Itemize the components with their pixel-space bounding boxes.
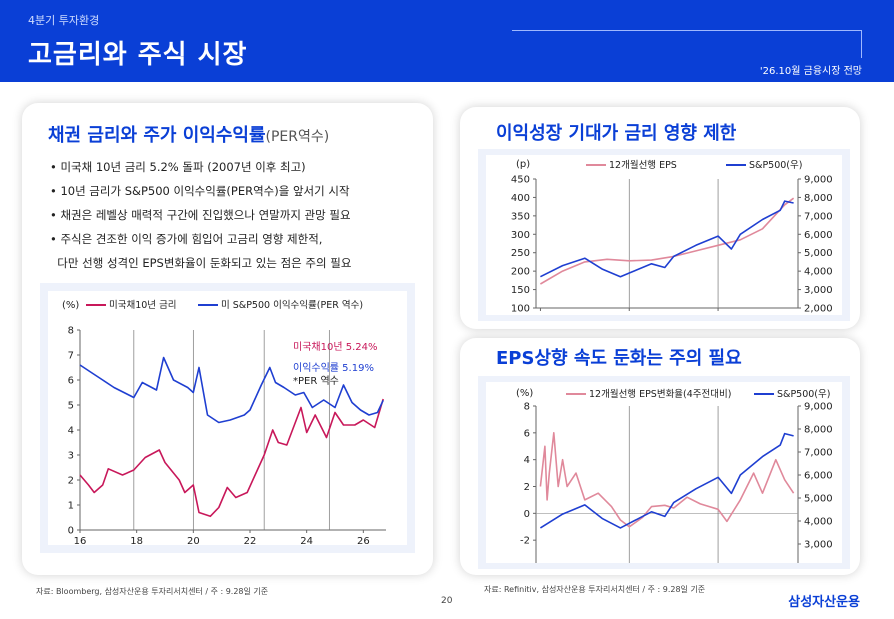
units-label: (%) <box>62 300 79 311</box>
y-tick-label: 5 <box>68 401 74 412</box>
bullet-item: 다만 선행 성격인 EPS변화율이 둔화되고 있는 점은 주의 필요 <box>50 256 352 270</box>
right-top-card: 이익성장 기대가 금리 영향 제한 100 150 200 250 300 350 400 4… <box>460 107 860 329</box>
rates-vs-earnings-yield-chart: 0 1 2 3 4 5 6 7 8 16 18 20 22 24 26 (%) 미국채10년 금리 미 S&P50… <box>62 299 386 547</box>
bullet-list: • 미국채 10년 금리 5.2% 돌파 (2007년 이후 최고) • 10년… <box>50 155 351 275</box>
source-note-right: 자료: Refinitiv, 삼성자산운용 투자리서치센터 / 주 : 9.28… <box>484 585 706 594</box>
right-top-card-title: 이익성장 기대가 금리 영향 제한 <box>496 123 737 144</box>
y-right-tick-label: 5,000 <box>804 494 833 505</box>
left-card-title-main: 채권 금리와 주가 이익수익률 <box>48 125 266 146</box>
legend-label-2: S&P500(우) <box>749 160 802 171</box>
x-tick-label: 24 <box>300 536 313 545</box>
y-tick-label: 300 <box>511 230 530 241</box>
right-bottom-card: EPS상향 속도 둔화는 주의 필요 -4 -2 0 2 4 6 8 2,000 3,000 4,… <box>460 338 860 584</box>
page-title: 고금리와 주식 시장 <box>28 40 248 70</box>
x-tick-label: 21 <box>534 314 547 315</box>
series-line-1 <box>539 197 795 285</box>
x-tick-label: 16 <box>74 536 87 545</box>
y-right-tick-label: 5,000 <box>804 248 833 259</box>
y-right-tick-label: 6,000 <box>804 471 833 482</box>
bullet-item: • 채권은 레벨상 매력적 구간에 진입했으나 연말까지 관망 필요 <box>50 208 351 222</box>
y-tick-label: 0 <box>524 509 530 520</box>
annotation-3: *PER 역수 <box>293 375 339 387</box>
source-note-left: 자료: Bloomberg, 삼성자산운용 투자리서치센터 / 주 : 9.28… <box>36 587 269 596</box>
y-right-tick-label: 2,000 <box>804 304 833 315</box>
y-tick-label: 350 <box>511 211 530 222</box>
header-divider-vertical <box>861 30 862 58</box>
legend-label-1: 12개월선행 EPS <box>609 159 677 171</box>
section-label: 4분기 투자환경 <box>28 14 100 27</box>
x-tick-label: 22 <box>244 536 257 545</box>
y-right-tick-label: 2,000 <box>804 563 833 564</box>
chart1-frame: 0 1 2 3 4 5 6 7 8 16 18 20 22 24 26 (%) 미국채10년 금리 미 S&P50… <box>40 283 415 553</box>
x-tick-label: 23 <box>623 314 636 315</box>
y-tick-label: 3 <box>68 451 74 462</box>
series-line-2 <box>539 432 794 529</box>
chart2-frame: 100 150 200 250 300 350 400 450 2,000 3,000 4,000 5… <box>478 149 850 325</box>
y-right-tick-label: 9,000 <box>804 175 833 186</box>
bullet-item: • 주식은 견조한 이익 증가에 힘입어 고금리 영향 제한적, <box>50 232 323 246</box>
legend-label-2: 미 S&P500 이익수익률(PER 역수) <box>221 299 363 311</box>
annotation-1: 미국채10년 5.24% <box>293 341 377 353</box>
units-label: (p) <box>516 159 530 170</box>
y-right-tick-label: 7,000 <box>804 211 833 222</box>
page-number: 20 <box>441 596 453 606</box>
header-divider <box>512 30 862 31</box>
x-tick-label: 25 <box>712 314 725 315</box>
annotation-2: 이익수익률 5.19% <box>293 362 374 374</box>
y-tick-label: 150 <box>511 285 530 296</box>
series-line-2 <box>540 200 794 278</box>
y-right-tick-label: 3,000 <box>804 285 833 296</box>
y-tick-label: 1 <box>68 501 74 512</box>
y-tick-label: 0 <box>68 526 74 537</box>
y-right-tick-label: 8,000 <box>804 425 833 436</box>
y-tick-label: 400 <box>511 193 530 204</box>
y-right-tick-label: 8,000 <box>804 193 833 204</box>
y-right-tick-label: 4,000 <box>804 517 833 528</box>
eps-change-vs-sp500-chart: -4 -2 0 2 4 6 8 2,000 3,000 4,000 5,000 6,000 7,000 8… <box>516 388 833 584</box>
y-tick-label: 450 <box>511 175 530 186</box>
y-tick-label: 6 <box>68 376 74 387</box>
series-line-1 <box>539 432 795 528</box>
y-tick-label: 8 <box>68 326 74 337</box>
y-right-tick-label: 9,000 <box>804 402 833 413</box>
bullet-item: • 미국채 10년 금리 5.2% 돌파 (2007년 이후 최고) <box>50 160 306 174</box>
right-bottom-card-title: EPS상향 속도 둔화는 주의 필요 <box>496 348 742 369</box>
y-tick-label: 200 <box>511 267 530 278</box>
y-right-tick-label: 7,000 <box>804 448 833 459</box>
legend-label-1: 미국채10년 금리 <box>109 300 177 311</box>
left-card-title-sub: (PER역수) <box>265 129 330 145</box>
eps-vs-sp500-chart: 100 150 200 250 300 350 400 450 2,000 3,000 4,000 5… <box>511 159 833 325</box>
y-tick-label: 100 <box>511 304 530 315</box>
report-tag: '26.10월 금융시장 전망 <box>759 66 862 77</box>
x-tick-label: 20 <box>187 536 200 545</box>
left-card: 채권 금리와 주가 이익수익률(PER역수) • 미국채 10년 금리 5.2%… <box>22 103 433 575</box>
y-tick-label: 2 <box>68 476 74 487</box>
left-card-title: 채권 금리와 주가 이익수익률(PER역수) <box>48 121 329 147</box>
company-logo: 삼성자산운용 <box>788 595 860 610</box>
y-right-tick-label: 3,000 <box>804 540 833 551</box>
x-tick-label: 18 <box>130 536 143 545</box>
y-tick-label: -4 <box>520 563 530 564</box>
bullet-item: • 10년 금리가 S&P500 이익수익률(PER역수)을 앞서기 시작 <box>50 184 350 198</box>
chart3-frame: -4 -2 0 2 4 6 8 2,000 3,000 4,000 5,000 6,000 7,000 8… <box>478 376 850 584</box>
legend-label-1: 12개월선행 EPS변화율(4주전대비) <box>589 388 731 400</box>
y-tick-label: 4 <box>68 426 74 437</box>
y-tick-label: -2 <box>520 536 530 547</box>
y-tick-label: 8 <box>524 402 530 413</box>
legend-label-2: S&P500(우) <box>777 389 830 400</box>
x-tick-label: 26 <box>357 536 370 545</box>
y-tick-label: 2 <box>524 482 530 493</box>
y-right-tick-label: 6,000 <box>804 230 833 241</box>
y-tick-label: 4 <box>524 455 530 466</box>
y-tick-label: 6 <box>524 428 530 439</box>
series-line-2 <box>79 356 384 424</box>
y-right-tick-label: 4,000 <box>804 267 833 278</box>
header-bar: 4분기 투자환경 고금리와 주식 시장 '26.10월 금융시장 전망 <box>0 0 894 82</box>
y-tick-label: 250 <box>511 248 530 259</box>
units-label: (%) <box>516 388 533 399</box>
y-tick-label: 7 <box>68 351 74 362</box>
series-line-1 <box>79 398 384 518</box>
